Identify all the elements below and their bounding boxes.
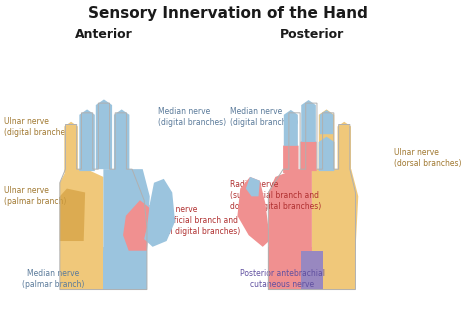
Polygon shape: [60, 189, 85, 241]
Polygon shape: [123, 200, 150, 251]
Text: Ulnar nerve
(digital branches): Ulnar nerve (digital branches): [4, 117, 72, 137]
Polygon shape: [312, 169, 358, 251]
Polygon shape: [268, 247, 312, 289]
Polygon shape: [60, 169, 103, 251]
Text: Median nerve
(digital branches): Median nerve (digital branches): [158, 107, 226, 127]
Text: Sensory Innervation of the Hand: Sensory Innervation of the Hand: [88, 6, 368, 21]
Polygon shape: [319, 109, 334, 173]
Polygon shape: [284, 110, 298, 146]
Polygon shape: [237, 177, 271, 247]
Polygon shape: [301, 136, 317, 171]
Text: Anterior: Anterior: [74, 28, 132, 41]
Polygon shape: [103, 247, 147, 289]
Polygon shape: [283, 141, 299, 173]
Text: Median nerve
(digital branches): Median nerve (digital branches): [230, 107, 299, 127]
Polygon shape: [337, 122, 351, 173]
Polygon shape: [79, 109, 95, 171]
Polygon shape: [96, 100, 112, 169]
Polygon shape: [301, 251, 323, 289]
Polygon shape: [319, 137, 334, 173]
Text: Posterior antebrachial
cutaneous nerve: Posterior antebrachial cutaneous nerve: [240, 269, 325, 289]
Polygon shape: [114, 109, 129, 173]
Polygon shape: [246, 177, 260, 196]
Text: Ulnar nerve
(palmar branch): Ulnar nerve (palmar branch): [4, 185, 66, 206]
Polygon shape: [144, 179, 175, 247]
Text: Radial nerve
(superficial branch and
dorsal digital branches): Radial nerve (superficial branch and dor…: [149, 205, 240, 236]
Text: Posterior: Posterior: [280, 28, 344, 41]
Polygon shape: [319, 137, 334, 171]
Polygon shape: [103, 169, 150, 251]
Polygon shape: [301, 100, 316, 142]
Text: Ulnar nerve
(dorsal branches): Ulnar nerve (dorsal branches): [393, 148, 461, 168]
Polygon shape: [312, 247, 356, 289]
Polygon shape: [60, 247, 103, 289]
Polygon shape: [320, 110, 333, 134]
Text: Radial nerve
(superficial branch and
dorsal digital branches): Radial nerve (superficial branch and dor…: [230, 180, 321, 211]
Polygon shape: [64, 122, 78, 173]
Polygon shape: [268, 169, 312, 251]
Text: Median nerve
(palmar branch): Median nerve (palmar branch): [22, 269, 85, 289]
